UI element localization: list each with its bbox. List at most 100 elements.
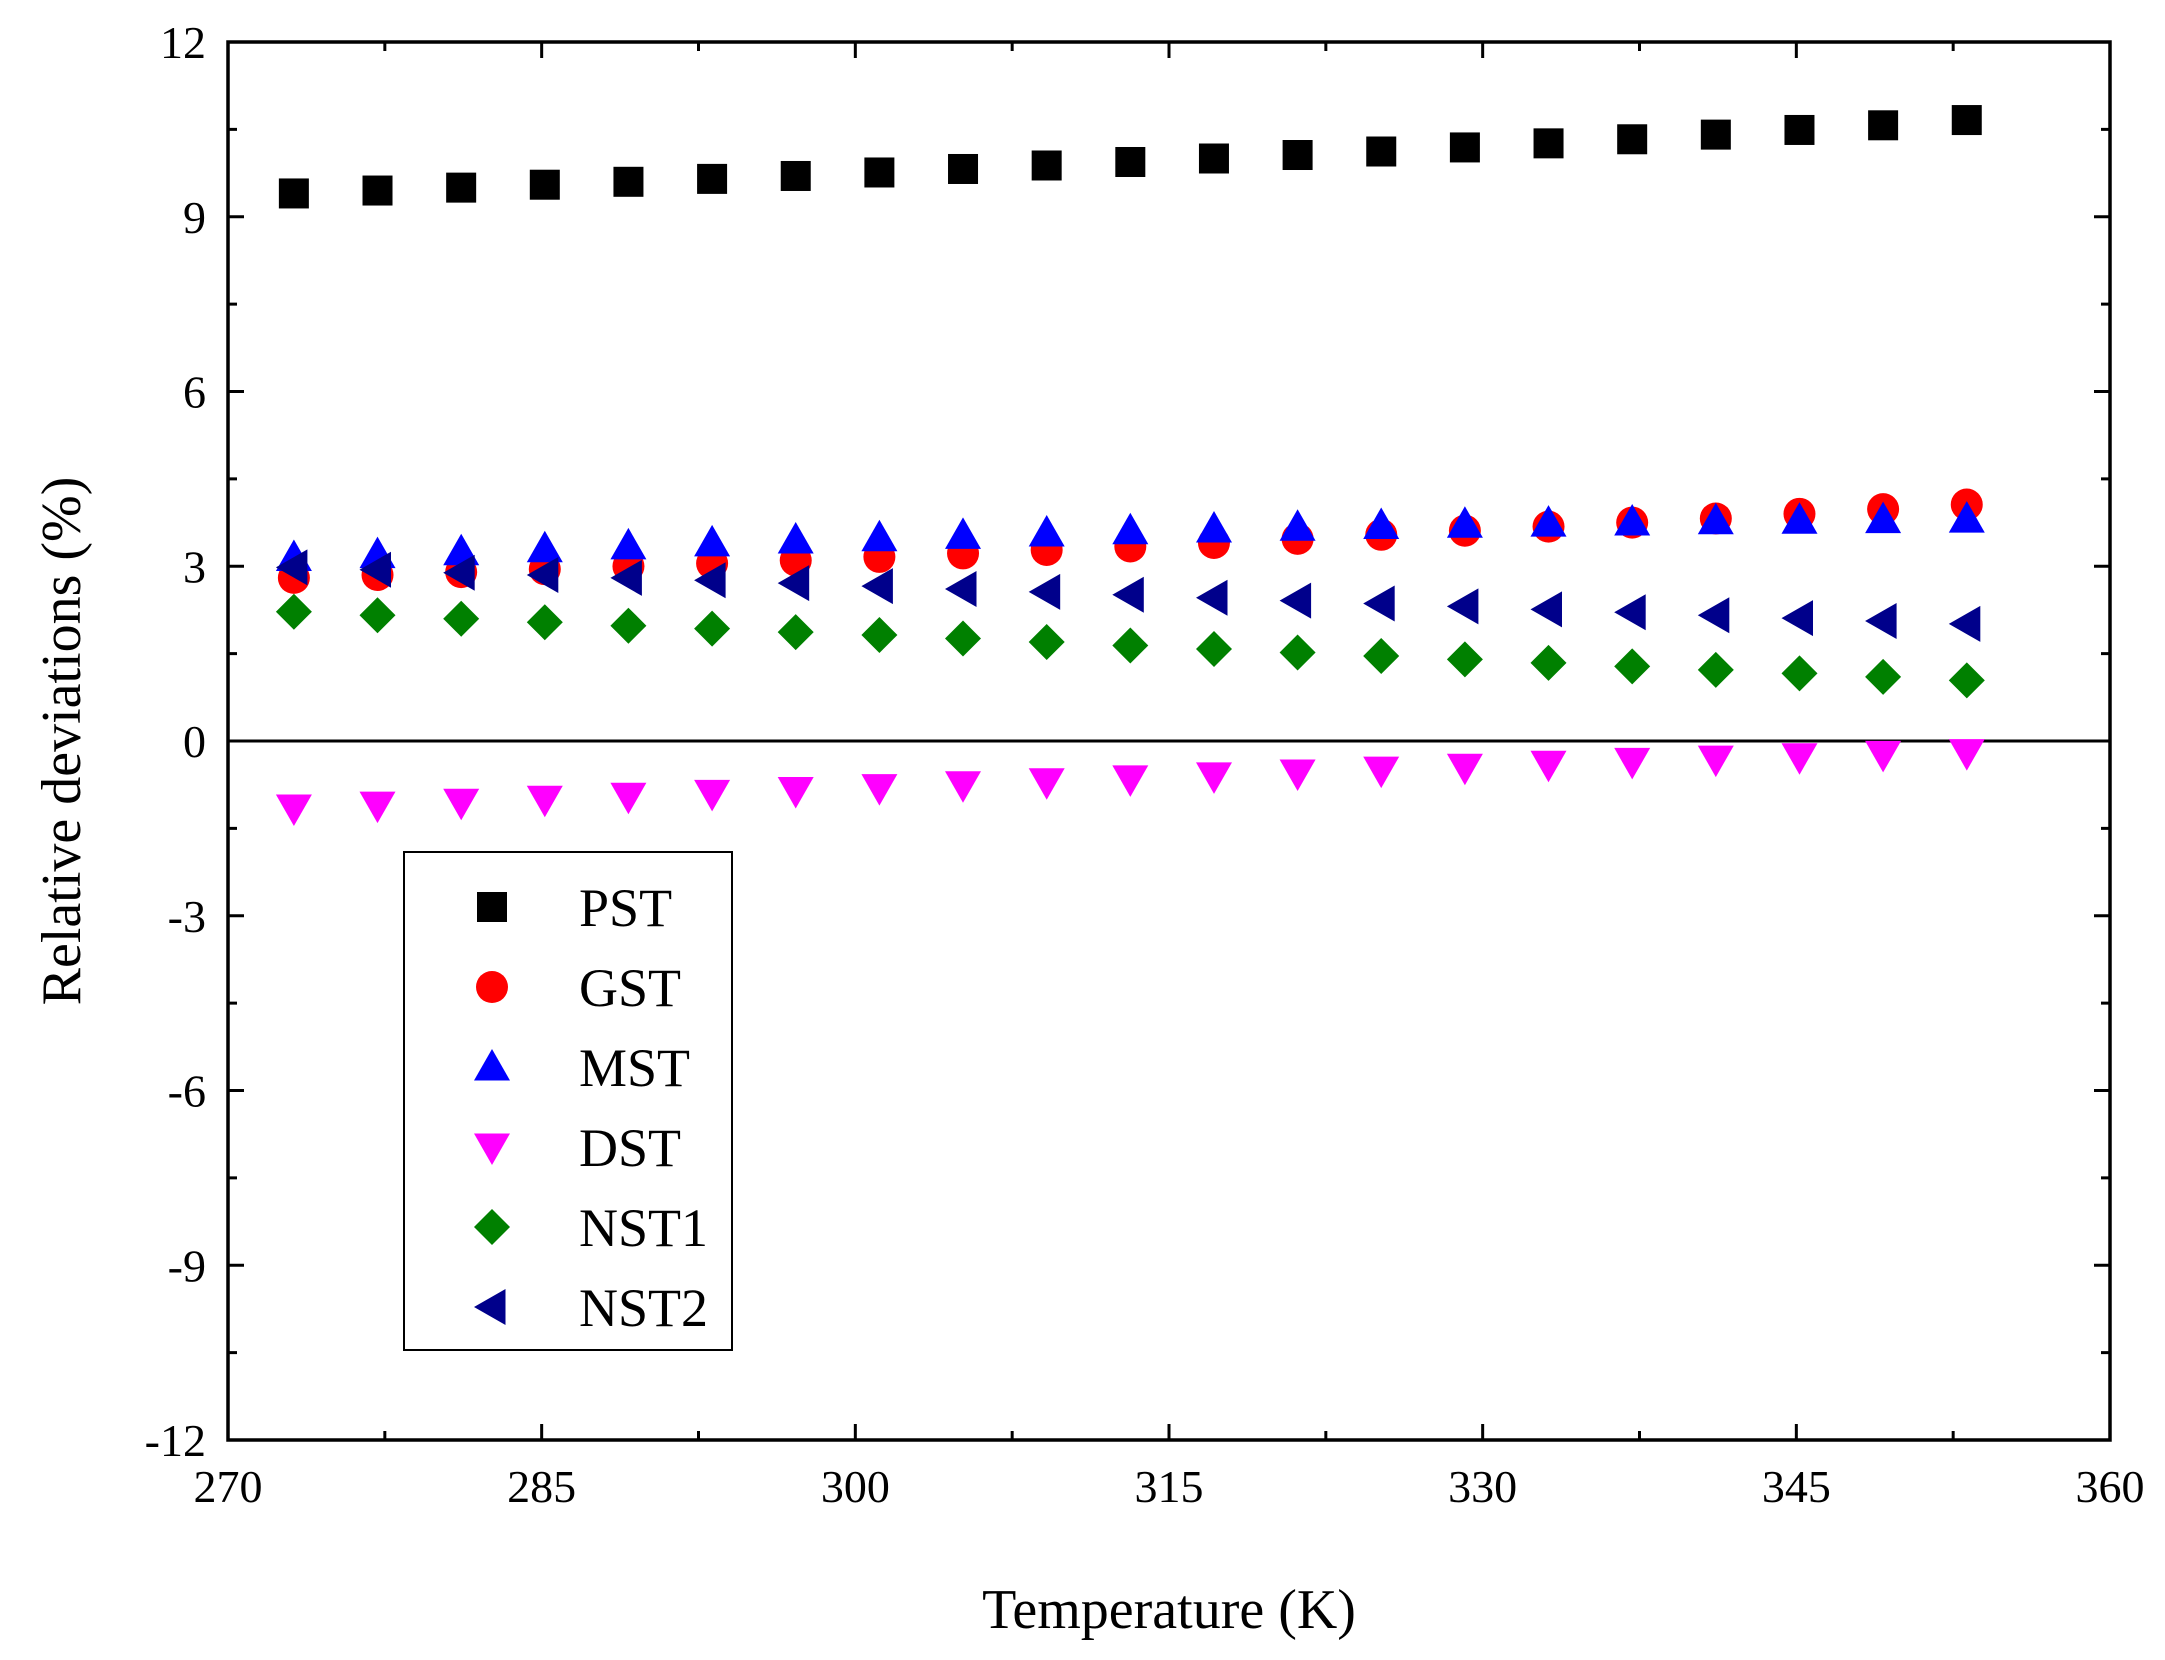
data-point-pst [1700, 119, 1731, 150]
legend-label-nst1: NST1 [579, 1198, 708, 1258]
data-point-nst2 [359, 551, 391, 588]
data-point-mst [610, 527, 647, 560]
data-point-nst1 [861, 617, 898, 653]
series-pst [278, 105, 1982, 209]
data-point-pst [780, 160, 811, 191]
data-point-nst1 [359, 597, 396, 634]
data-point-nst1 [1446, 641, 1483, 678]
y-tick-label: -9 [168, 1240, 206, 1291]
x-axis-title: Temperature (K) [982, 1579, 1356, 1641]
data-point-nst1 [610, 607, 647, 644]
data-point-dst [1614, 747, 1651, 780]
y-axis-title: Relative deviations (%) [31, 477, 93, 1006]
data-point-dst [275, 794, 312, 826]
data-point-mst [1948, 501, 1985, 533]
data-point-nst1 [777, 614, 814, 651]
data-point-dst [1112, 765, 1149, 797]
data-point-nst2 [1446, 588, 1479, 625]
data-point-dst [1781, 743, 1818, 775]
data-point-nst2 [1279, 582, 1312, 619]
data-point-nst1 [1028, 624, 1065, 660]
data-point-pst [1449, 132, 1480, 163]
data-point-pst [362, 175, 393, 206]
y-tick-label: 6 [183, 367, 206, 418]
x-tick-label: 345 [1762, 1461, 1831, 1512]
data-point-nst1 [1697, 651, 1734, 688]
data-point-pst [529, 169, 560, 200]
data-point-pst [864, 157, 895, 188]
data-point-dst [1948, 739, 1985, 771]
legend-label-nst2: NST2 [579, 1278, 708, 1338]
x-tick-label: 285 [507, 1461, 576, 1512]
y-tick-label: 12 [160, 17, 206, 68]
data-point-nst2 [1948, 605, 1981, 642]
data-point-nst2 [861, 568, 893, 605]
data-point-pst [1366, 136, 1397, 167]
data-point-mst [777, 522, 814, 554]
data-point-mst [861, 519, 898, 552]
data-point-nst2 [694, 562, 726, 599]
data-point-nst2 [1196, 579, 1228, 616]
data-point-nst2 [1028, 573, 1061, 610]
data-point-nst2 [610, 559, 642, 596]
y-tick-label: 3 [183, 541, 206, 592]
legend-marker-mst [474, 1049, 510, 1081]
data-point-pst [948, 153, 979, 184]
tick-labels-layer: 270 285 300 315 330 345 360 -12 -9 -6 -3 0 3 6 9 12 [145, 17, 2145, 1512]
series-mst [275, 501, 1985, 571]
legend-marker-gst [476, 971, 508, 1003]
data-point-nst1 [694, 610, 731, 647]
data-point-pst [1868, 110, 1899, 141]
data-point-mst [694, 524, 731, 557]
data-point-nst2 [1363, 585, 1395, 622]
data-point-dst [1530, 750, 1567, 783]
data-point-nst1 [1865, 658, 1902, 695]
data-point-nst1 [1363, 638, 1400, 674]
data-point-pst [1784, 114, 1815, 145]
data-point-nst2 [526, 557, 559, 593]
data-point-nst2 [777, 565, 810, 602]
y-tick-label: 0 [183, 716, 206, 767]
data-point-pst [613, 166, 644, 197]
data-point-pst [1617, 124, 1648, 155]
legend-marker-pst [477, 892, 507, 922]
legend-marker-nst1 [474, 1209, 510, 1245]
data-point-nst1 [1614, 648, 1651, 685]
data-point-nst1 [1530, 644, 1567, 681]
legend-label-gst: GST [579, 958, 681, 1018]
y-tick-label: -3 [168, 891, 206, 942]
data-point-pst [278, 178, 309, 209]
plot-frame [226, 40, 2112, 1442]
data-point-mst [1614, 504, 1651, 536]
data-point-nst1 [945, 620, 981, 657]
data-point-nst1 [443, 600, 480, 637]
x-tick-label: 330 [1448, 1461, 1517, 1512]
data-point-nst1 [526, 604, 563, 641]
data-point-dst [945, 771, 981, 803]
data-point-dst [610, 782, 647, 815]
data-point-nst2 [1112, 576, 1144, 613]
data-point-nst2 [443, 554, 475, 591]
data-point-mst [1279, 509, 1316, 541]
data-point-dst [1446, 753, 1483, 786]
data-point-nst2 [1614, 594, 1646, 631]
data-point-dst [443, 788, 480, 821]
series-dst [275, 739, 1985, 826]
legend-box [403, 851, 733, 1351]
data-point-nst1 [1279, 634, 1316, 671]
data-point-dst [777, 777, 814, 809]
data-point-mst [1530, 505, 1567, 537]
data-point-mst [1697, 502, 1734, 535]
data-point-mst [1865, 501, 1902, 534]
y-tick-label: 9 [183, 192, 206, 243]
data-point-mst [1781, 502, 1818, 534]
y-tick-label: -12 [145, 1415, 206, 1466]
marks-layer [275, 105, 1985, 826]
data-point-dst [861, 774, 898, 806]
data-point-pst [1951, 105, 1982, 136]
data-point-dst [1865, 740, 1902, 773]
x-tick-label: 315 [1135, 1461, 1204, 1512]
data-point-pst [1198, 143, 1229, 174]
